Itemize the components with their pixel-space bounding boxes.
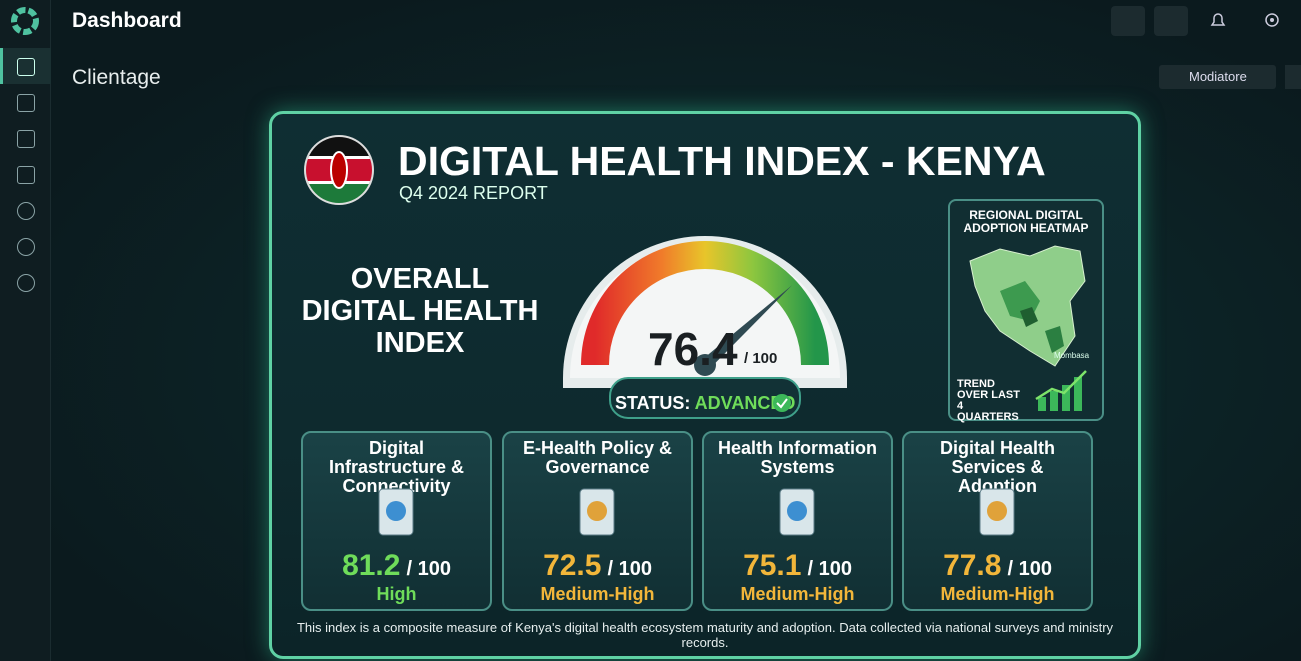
status-pill (609, 377, 801, 419)
pillar-value-row: 77.8/ 100 (904, 549, 1091, 583)
pillar-rating: Medium-High (740, 584, 855, 604)
pillar-icon (378, 488, 414, 536)
pillar-title: Digital Infrastructure & Connectivity (328, 438, 465, 496)
sidebar (0, 0, 53, 661)
home-icon (17, 58, 35, 76)
pillar-icon (779, 488, 815, 536)
overall-label: OVERALL DIGITAL HEALTH INDEX (301, 263, 539, 359)
footnote: This index is a composite measure of Ken… (296, 620, 1114, 650)
status-value: ADVANCED (694, 393, 796, 413)
pillar-card: E-Health Policy & Governance 72.5/ 100 Med… (502, 431, 693, 611)
gauge-needle (700, 285, 793, 370)
icon-shape (987, 501, 1007, 521)
check-icon (773, 394, 791, 412)
pillar-title: E-Health Policy & Governance (522, 438, 673, 477)
pillar-value: 77.8 (943, 549, 1002, 582)
pillar-icon (579, 488, 615, 536)
trend-chart (1035, 370, 1087, 411)
toolbar-button[interactable] (1285, 65, 1301, 89)
notifications-icon[interactable] (1208, 10, 1228, 30)
report-title: DIGITAL HEALTH INDEX - KENYA (398, 138, 1046, 184)
nav-icon[interactable] (17, 238, 35, 256)
pillar-rating: Medium-High (940, 584, 1055, 604)
pillar-scale: / 100 (406, 558, 451, 580)
pillar-title: Health Information Systems (717, 438, 877, 477)
icon-shape (587, 501, 607, 521)
logo (11, 7, 39, 35)
nav-icon[interactable] (17, 274, 35, 292)
overall-scale: / 100 (744, 350, 778, 367)
pillar-value: 81.2 (342, 549, 401, 582)
pillar-card: Digital Health Services & Adoption 77.8/ … (902, 431, 1093, 611)
status-label: STATUS: (615, 393, 691, 413)
toolbar-button[interactable] (1154, 6, 1188, 36)
pillar-card: Digital Infrastructure & Connectivity 81.… (301, 431, 492, 611)
status: STATUS: ADVANCED (615, 393, 795, 414)
map-city: Mombasa (1054, 351, 1090, 360)
settings-icon[interactable] (1262, 10, 1282, 30)
needle-hub (694, 354, 716, 376)
nav-icon[interactable] (17, 130, 35, 148)
pillar-title: Digital Health Services & Adoption (939, 438, 1055, 496)
report-subtitle: Q4 2024 REPORT (399, 183, 548, 203)
icon-shape (787, 501, 807, 521)
nav-icon[interactable] (17, 166, 35, 184)
dropdown[interactable]: Modiatore (1159, 65, 1276, 89)
pillar-rating: Medium-High (540, 584, 655, 604)
pillar-value-row: 81.2/ 100 (303, 549, 490, 583)
nav-home[interactable] (0, 48, 53, 84)
pillar-rating: High (376, 584, 417, 604)
pillar-value: 72.5 (543, 549, 602, 582)
gauge (563, 236, 847, 419)
pillar-card: Health Information Systems 75.1/ 100 Mediu… (702, 431, 893, 611)
heatmap-title: REGIONAL DIGITAL ADOPTION HEATMAP (963, 208, 1089, 235)
icon-shape (386, 501, 406, 521)
dropdown-label: Modiatore (1189, 69, 1247, 84)
nav-icon[interactable] (17, 94, 35, 112)
trend-label: TREND OVER LAST 4 QUARTERS (957, 378, 1020, 423)
toolbar-button[interactable] (1111, 6, 1145, 36)
overall-value: 76.4 (648, 323, 738, 375)
pillar-value-row: 75.1/ 100 (704, 549, 891, 583)
pillar-scale: / 100 (1007, 558, 1052, 580)
section-title: Clientage (72, 66, 161, 89)
heatmap-panel: REGIONAL DIGITAL ADOPTION HEATMAP Mombas… (948, 199, 1104, 423)
page-title: Dashboard (72, 9, 182, 32)
kenya-map (969, 245, 1086, 367)
nav-icon[interactable] (17, 202, 35, 220)
gauge-arc (581, 241, 829, 366)
pillar-icon (979, 488, 1015, 536)
kenya-flag (304, 135, 374, 205)
pillar-scale: / 100 (807, 558, 852, 580)
pillar-scale: / 100 (607, 558, 652, 580)
pillar-value-row: 72.5/ 100 (504, 549, 691, 583)
pillar-value: 75.1 (743, 549, 802, 582)
